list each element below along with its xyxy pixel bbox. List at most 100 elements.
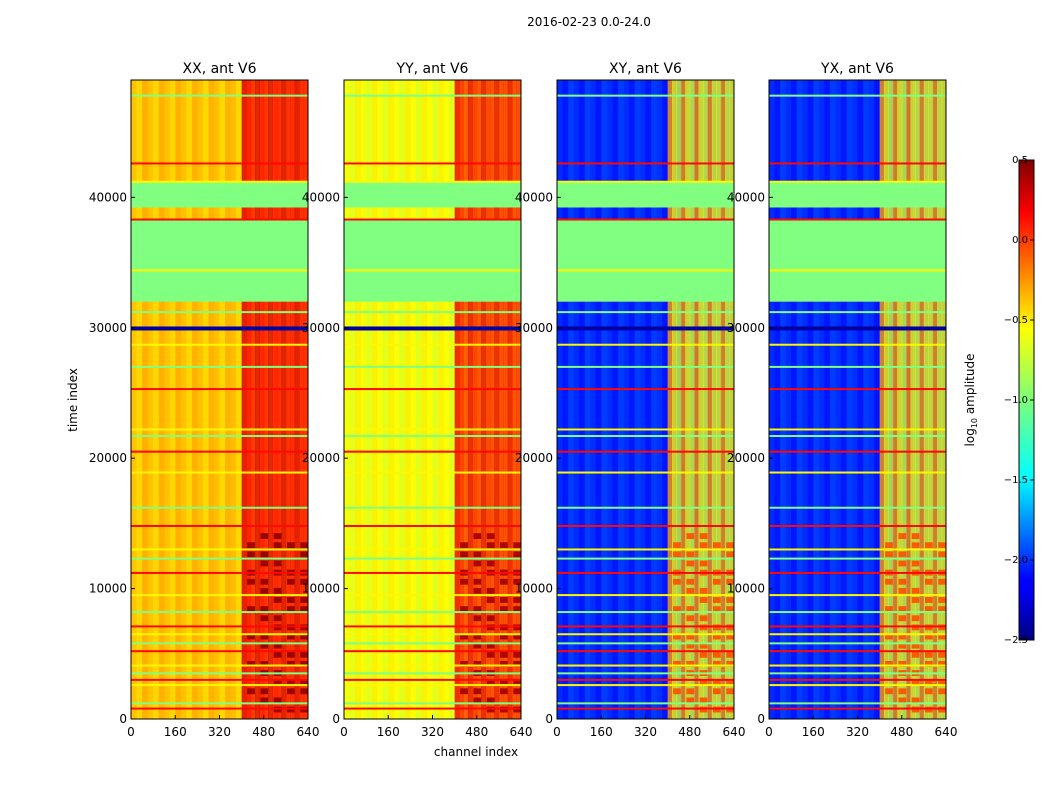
heatmap-channel-stripe <box>818 80 825 719</box>
heatmap-interference-column <box>919 80 925 719</box>
heatmap-rfi-spot <box>911 679 920 686</box>
heatmap-interference-column <box>680 80 686 719</box>
heatmap-rfi-spot <box>300 660 308 667</box>
heatmap-interference-column <box>707 80 713 719</box>
heatmap-rfi-spot <box>247 633 255 640</box>
heatmap-rfi-spot <box>699 679 708 686</box>
heatmap-rfi-spot <box>726 679 734 686</box>
heatmap-channel-stripe <box>366 80 373 719</box>
heatmap-interference-column <box>516 80 522 719</box>
heatmap-interference-column <box>290 80 296 719</box>
heatmap-interference-column <box>485 80 491 719</box>
heatmap-channel-stripe <box>136 80 143 719</box>
heatmap-flag-line <box>344 311 521 314</box>
heatmap-rfi-spot <box>924 597 933 603</box>
heatmap-channel-stripe <box>863 80 870 719</box>
heatmap-interference-column <box>272 80 278 719</box>
x-tick-label: 480 <box>890 725 913 739</box>
heatmap-flag-line <box>131 678 308 681</box>
heatmap-rfi-spot <box>473 606 482 613</box>
heatmap-rfi-spot <box>260 606 269 613</box>
heatmap-rfi-spot <box>247 578 255 585</box>
heatmap-rfi-spot <box>499 542 508 549</box>
heatmap-flag-line <box>557 524 734 527</box>
heatmap-rfi-spot <box>486 642 495 649</box>
heatmap-channel-stripe <box>355 80 362 719</box>
heatmap-interference-column <box>937 80 943 719</box>
heatmap-rfi-spot <box>673 688 681 695</box>
heatmap-interference-column <box>459 80 464 719</box>
heatmap-flag-line <box>557 594 734 597</box>
heatmap-flag-line <box>769 506 946 509</box>
heatmap-flag-line <box>344 611 521 614</box>
heatmap-rfi-spot <box>460 551 468 558</box>
heatmap-flag-line <box>344 205 521 208</box>
heatmap-rfi-spot <box>885 606 893 613</box>
heatmap-channel-stripe <box>846 80 853 719</box>
heatmap-flag-line <box>557 94 734 97</box>
heatmap-rfi-spot <box>260 660 269 667</box>
heatmap-flag-line <box>344 594 521 597</box>
heatmap-interference-column <box>897 80 903 719</box>
heatmap-channel-stripe <box>219 80 226 719</box>
heatmap-flagged-band <box>131 181 308 207</box>
heatmap-rfi-spot <box>726 606 734 613</box>
heatmap-rfi-spot <box>898 587 907 594</box>
heatmap-interference-column <box>703 80 708 719</box>
heatmap-flagged-band <box>344 219 521 302</box>
heatmap-rfi-spot <box>699 542 708 549</box>
heatmap-rfi-spot <box>924 688 933 695</box>
heatmap-rfi-spot <box>938 597 946 603</box>
x-tick-label: 160 <box>377 725 400 739</box>
heatmap-interference-column <box>268 80 274 719</box>
heatmap-flag-line <box>344 269 521 272</box>
heatmap-flag-line <box>769 594 946 597</box>
heatmap-flag-line <box>769 625 946 628</box>
heatmap-rfi-spot <box>300 679 308 686</box>
heatmap-flag-line <box>131 664 308 667</box>
heatmap-channel-stripe <box>606 80 613 719</box>
heatmap-channel-stripe <box>628 80 635 719</box>
heatmap-rfi-spot <box>938 542 946 549</box>
heatmap-rfi-spot <box>286 688 295 695</box>
heatmap-rfi-spot <box>273 642 282 649</box>
heatmap-rfi-spot <box>898 660 907 667</box>
heatmap-rfi-spot <box>686 533 695 540</box>
heatmap-rfi-spot <box>460 660 468 667</box>
y-tick-label: 0 <box>545 712 553 726</box>
heatmap-rfi-spot <box>286 660 295 667</box>
heatmap-flagged-band <box>344 181 521 207</box>
heatmap-channel-stripe <box>236 80 243 719</box>
heatmap-rfi-spot <box>686 587 695 594</box>
heatmap-channel-stripe <box>371 80 378 719</box>
heatmap-channel-stripe <box>851 80 858 719</box>
heatmap-interference-column <box>689 80 695 719</box>
heatmap-flag-line <box>131 162 308 165</box>
heatmap-interference-column <box>923 80 929 719</box>
heatmap-rfi-spot <box>712 651 721 658</box>
heatmap-flag-line <box>557 218 734 221</box>
heatmap-channel-stripe <box>415 80 422 719</box>
heatmap-channel-stripe <box>829 80 836 719</box>
heatmap-rfi-spot <box>486 597 495 603</box>
heatmap-flag-line <box>131 642 308 645</box>
x-tick-label: 320 <box>208 725 231 739</box>
colorbar-label-amplitude: amplitude <box>963 354 977 418</box>
heatmap-channel-stripe <box>230 80 237 719</box>
colorbar-tick-label: −1.0 <box>1004 395 1028 406</box>
heatmap-channel-stripe <box>142 80 149 719</box>
heatmap-flag-line <box>131 571 308 574</box>
heatmap-rfi-spot <box>938 660 946 667</box>
heatmap-interference-column <box>910 80 916 719</box>
heatmap-rfi-spot <box>273 542 282 549</box>
heatmap-channel-stripe <box>432 80 439 719</box>
y-tick-label: 10000 <box>89 582 127 596</box>
heatmap-flag-line <box>557 548 734 551</box>
heatmap-rfi-spot <box>286 597 295 603</box>
heatmap-rfi-spot <box>885 688 893 695</box>
heatmap-flag-line <box>557 571 734 574</box>
heatmap-interference-column <box>676 80 682 719</box>
colorbar-label-log: log <box>963 428 977 446</box>
heatmap-flag-line <box>344 428 521 431</box>
heatmap-interference-column <box>294 80 300 719</box>
